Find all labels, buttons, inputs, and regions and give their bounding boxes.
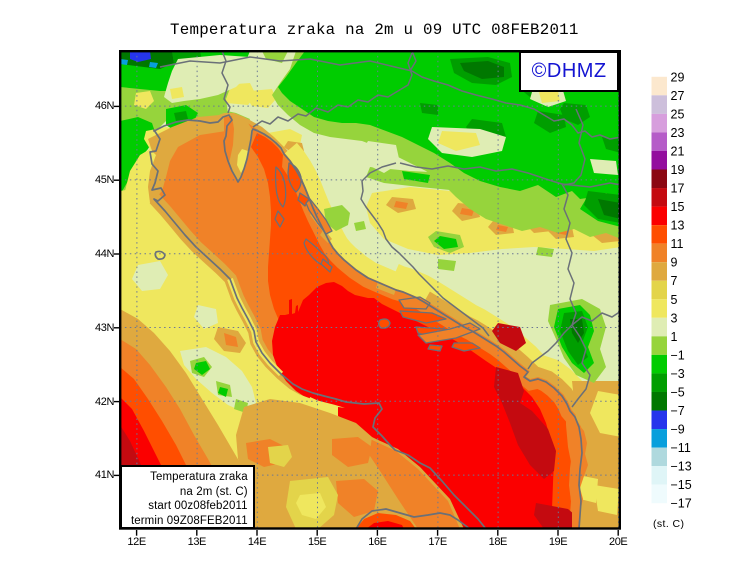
svg-text:29: 29 [671,70,685,84]
svg-text:9: 9 [671,256,678,270]
svg-text:27: 27 [671,89,685,103]
svg-text:1: 1 [671,330,678,344]
svg-text:−9: −9 [671,423,685,437]
svg-text:13: 13 [671,219,685,233]
svg-text:−3: −3 [671,367,685,381]
svg-text:−15: −15 [671,478,692,492]
svg-text:11: 11 [671,237,684,251]
svg-text:17: 17 [671,182,685,196]
svg-text:3: 3 [671,311,678,325]
svg-text:−13: −13 [671,460,692,474]
svg-text:−7: −7 [671,404,685,418]
svg-text:(st. C): (st. C) [653,518,684,530]
svg-text:7: 7 [671,274,678,288]
svg-text:−1: −1 [671,348,685,362]
svg-text:5: 5 [671,293,678,307]
svg-text:−11: −11 [671,441,691,455]
svg-text:23: 23 [671,126,685,140]
svg-text:19: 19 [671,163,685,177]
svg-text:25: 25 [671,107,685,121]
svg-text:−17: −17 [671,497,692,511]
svg-text:−5: −5 [671,386,685,400]
svg-text:21: 21 [671,145,685,159]
svg-text:15: 15 [671,200,685,214]
